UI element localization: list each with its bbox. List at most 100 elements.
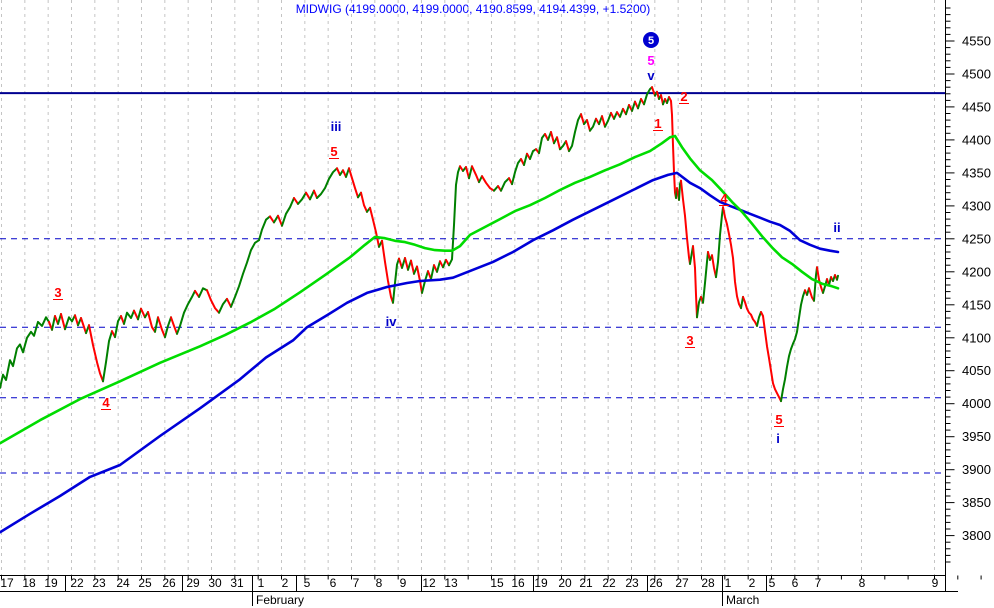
price-line-segment — [273, 214, 279, 224]
price-line-segment — [613, 111, 618, 120]
price-line-segment — [369, 206, 380, 248]
x-axis-day-label: 16 — [511, 576, 525, 590]
price-line-segment — [137, 307, 142, 321]
price-line-segment — [643, 86, 653, 106]
x-axis-day-label: 13 — [444, 576, 458, 590]
y-axis-label: 3850 — [962, 495, 991, 510]
x-axis-day-label: 7 — [353, 576, 360, 590]
x-axis-month-label: March — [726, 593, 759, 607]
x-axis-day-label: 15 — [490, 576, 504, 590]
wave-label: iv — [386, 314, 398, 329]
x-axis-day-label: 12 — [422, 576, 436, 590]
chart-title: MIDWIG (4199.0000, 4199.0000, 4190.8599,… — [295, 2, 651, 16]
y-axis-label: 4250 — [962, 231, 991, 246]
price-line-segment — [194, 289, 200, 298]
ma-slow-line — [0, 171, 840, 534]
price-line-segment — [550, 131, 555, 145]
x-axis-day-label: 21 — [579, 576, 593, 590]
x-axis-day-label: 26 — [649, 576, 663, 590]
price-line-segment — [756, 311, 762, 327]
x-axis-day-label: 19 — [534, 576, 548, 590]
wave-label: 1 — [654, 116, 661, 131]
price-line-segment — [742, 295, 758, 327]
price-line-segment — [760, 311, 782, 403]
price-line-segment — [500, 177, 510, 192]
price-line-segment — [711, 254, 717, 279]
y-axis-label: 4350 — [962, 165, 991, 180]
price-line-segment — [140, 307, 146, 319]
wave-label: 5 — [330, 144, 337, 159]
x-axis-day-label: 19 — [44, 576, 58, 590]
x-axis-day-label: 27 — [675, 576, 689, 590]
x-axis-day-label: 25 — [138, 576, 152, 590]
price-line-segment — [305, 191, 311, 201]
price-line-segment — [147, 311, 156, 333]
price-line-segment — [226, 297, 232, 308]
price-line-segment — [601, 115, 606, 128]
price-line-segment — [381, 239, 394, 304]
price-line-segment — [568, 113, 582, 153]
x-axis-day-label: 23 — [92, 576, 106, 590]
price-line-segment — [556, 136, 561, 151]
price-line-segment — [206, 289, 220, 314]
price-line-segment — [102, 330, 113, 383]
wave-label: 5 — [647, 53, 654, 68]
price-line-segment — [198, 287, 208, 298]
x-axis-day-label: 8 — [376, 576, 383, 590]
series-layer — [0, 86, 840, 534]
price-line-segment — [430, 264, 435, 281]
price-line-segment — [436, 260, 441, 273]
y-axis-label: 4150 — [962, 297, 991, 312]
x-axis-day-label: 26 — [162, 576, 176, 590]
y-axis-label: 4000 — [962, 396, 991, 411]
y-axis-label: 3900 — [962, 462, 991, 477]
price-line-segment — [702, 251, 709, 304]
price-line-segment — [309, 189, 315, 201]
price-line-segment — [565, 140, 570, 153]
price-line-segment — [123, 309, 135, 325]
price-line-segment — [538, 133, 546, 155]
price-line-segment — [88, 324, 104, 383]
wave-label: ii — [833, 220, 840, 235]
price-line-segment — [293, 197, 299, 205]
y-axis-label: 3950 — [962, 429, 991, 444]
price-line-segment — [114, 315, 122, 339]
price-line-segment — [680, 179, 691, 265]
x-axis-day-label: 30 — [208, 576, 222, 590]
price-line-segment — [348, 167, 359, 199]
y-axis-label: 4100 — [962, 330, 991, 345]
wave-label: iii — [331, 119, 342, 134]
price-line-segment — [836, 274, 839, 281]
price-line-segment — [471, 165, 480, 184]
price-line-segment — [316, 167, 338, 199]
price-line-segment — [651, 86, 656, 97]
x-axis-day-label: 8 — [859, 576, 866, 590]
price-line-segment — [715, 206, 724, 279]
price-line-segment — [604, 111, 612, 128]
price-line-segment — [822, 278, 828, 294]
price-line-segment — [631, 100, 636, 112]
price-line-segment — [170, 316, 178, 335]
x-axis-day-label: 9 — [400, 576, 407, 590]
x-axis-day-label: 18 — [22, 576, 36, 590]
price-line-segment — [813, 266, 818, 302]
price-line-segment — [157, 316, 166, 339]
wave-circle-badge — [643, 32, 659, 48]
wave-label: 5 — [775, 412, 782, 427]
wave-label: i — [776, 431, 780, 446]
reference-lines-layer — [0, 92, 945, 474]
price-line-segment — [218, 297, 228, 314]
price-line-segment — [511, 158, 522, 186]
price-line-segment — [668, 96, 677, 199]
price-line-segment — [780, 289, 806, 403]
y-axis-label: 4400 — [962, 132, 991, 147]
wave-label: 4 — [102, 395, 110, 410]
x-axis-day-label: 22 — [70, 576, 84, 590]
price-line-segment — [580, 113, 585, 126]
price-line-segment — [529, 148, 537, 160]
x-axis-day-label: 17 — [0, 576, 14, 590]
price-line-segment — [336, 167, 341, 176]
x-axis-day-label: 31 — [230, 576, 244, 590]
